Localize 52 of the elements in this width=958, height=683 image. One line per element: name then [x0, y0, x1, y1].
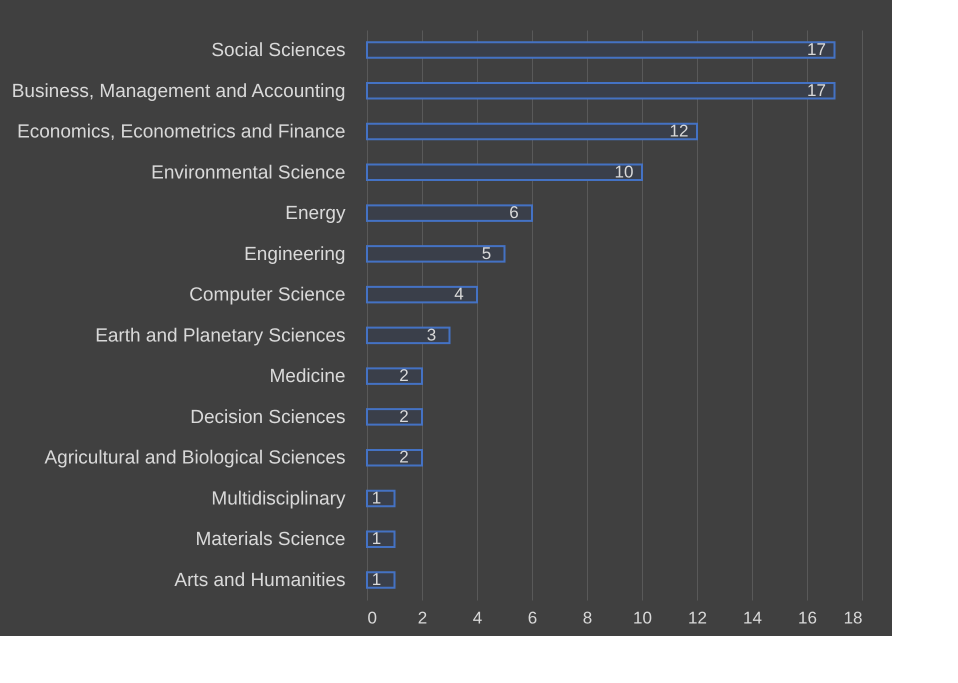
bar	[366, 82, 836, 100]
y-tick-label: Decision Sciences	[190, 406, 346, 428]
data-label: 1	[372, 570, 382, 590]
y-tick-label: Arts and Humanities	[174, 570, 346, 592]
y-tick-label: Medicine	[269, 366, 346, 388]
bar	[366, 122, 698, 140]
x-tick-label: 8	[582, 608, 592, 628]
bar	[366, 490, 396, 508]
data-label: 4	[454, 284, 464, 304]
data-label: 10	[614, 162, 634, 182]
bar	[366, 408, 423, 426]
x-tick-label: 12	[688, 608, 707, 628]
bar	[366, 164, 643, 182]
y-tick-label: Multidisciplinary	[211, 488, 346, 510]
x-tick-label: 18	[844, 608, 862, 628]
data-label: 6	[509, 203, 519, 222]
y-tick-label: Social Sciences	[211, 40, 346, 61]
x-tick-label: 14	[743, 608, 762, 628]
data-label: 2	[399, 448, 409, 467]
bar	[366, 571, 396, 589]
y-tick-label: Agricultural and Biological Sciences	[44, 448, 346, 469]
bar	[366, 286, 478, 304]
x-tick-label: 16	[798, 608, 817, 628]
data-label: 3	[426, 325, 436, 344]
y-tick-label: Engineering	[244, 244, 346, 265]
bar	[366, 530, 396, 548]
x-tick-label: 2	[418, 608, 428, 628]
bar	[366, 326, 450, 344]
data-label: 1	[372, 529, 382, 548]
x-tick-label: 0	[368, 608, 377, 628]
y-tick-label: Computer Science	[189, 284, 346, 306]
x-tick-label: 10	[633, 608, 652, 628]
y-tick-label: Earth and Planetary Sciences	[95, 325, 346, 346]
y-tick-label: Business, Management and Accounting	[12, 80, 346, 102]
data-label: 1	[372, 488, 382, 508]
data-label: 2	[399, 366, 409, 386]
bar	[366, 448, 423, 466]
bar	[366, 41, 836, 59]
data-label: 5	[482, 244, 492, 263]
bar	[366, 245, 506, 263]
x-tick-label: 4	[472, 608, 482, 628]
data-label: 2	[399, 406, 409, 426]
bar	[366, 204, 533, 222]
y-tick-label: Energy	[285, 203, 346, 224]
y-tick-label: Economics, Econometrics and Finance	[17, 122, 346, 143]
data-label: 17	[807, 40, 826, 59]
y-tick-label: Environmental Science	[151, 162, 346, 184]
data-label: 17	[807, 80, 826, 100]
x-tick-label: 6	[528, 608, 538, 628]
y-tick-label: Materials Science	[196, 529, 346, 550]
data-label: 12	[670, 122, 688, 141]
bar	[366, 367, 423, 385]
